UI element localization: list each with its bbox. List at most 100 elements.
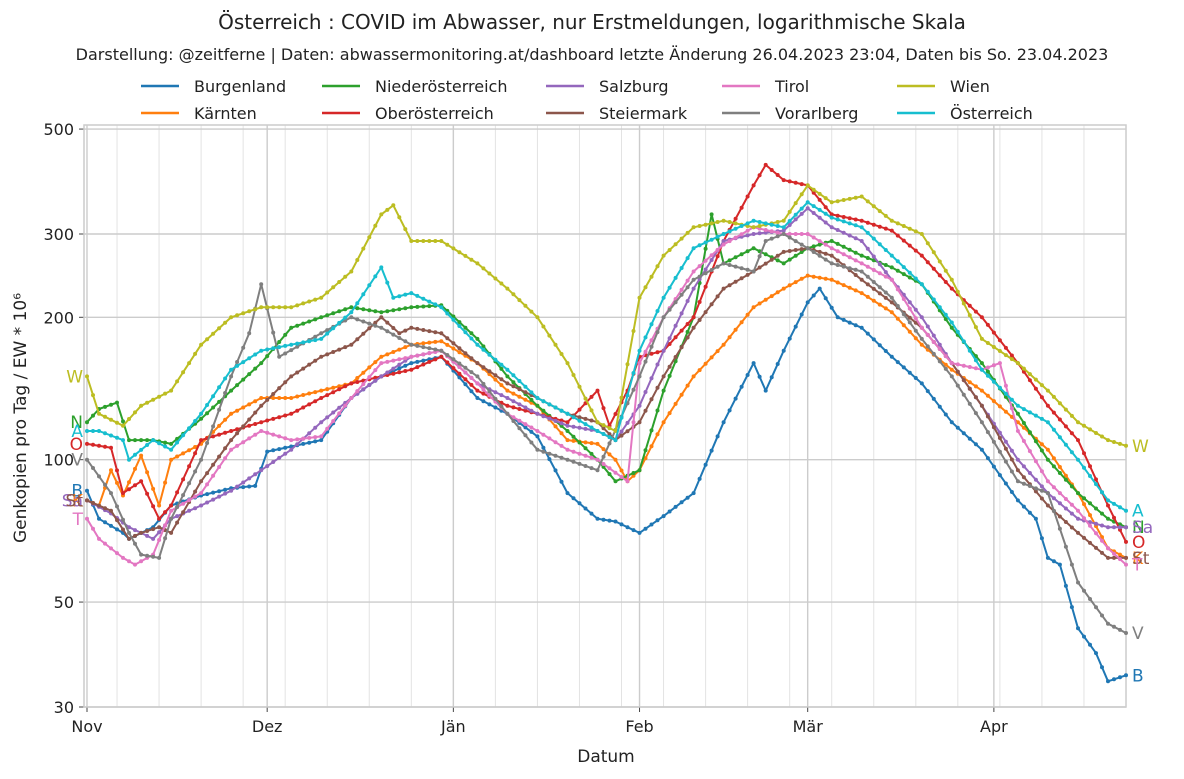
- data-point: [631, 473, 636, 478]
- data-point: [583, 446, 588, 451]
- data-point: [103, 541, 107, 546]
- data-point: [721, 218, 726, 223]
- data-point: [235, 408, 240, 413]
- data-point: [841, 219, 846, 224]
- data-point: [571, 459, 576, 464]
- data-point: [385, 329, 390, 334]
- data-point: [157, 503, 162, 508]
- data-point: [547, 402, 552, 407]
- data-point: [1015, 411, 1020, 416]
- end-label: O: [1132, 533, 1145, 553]
- data-point: [799, 206, 804, 211]
- data-point: [127, 417, 131, 421]
- data-point: [1039, 536, 1044, 541]
- data-point: [823, 242, 828, 247]
- data-point: [541, 449, 546, 454]
- data-point: [907, 320, 912, 325]
- data-point: [301, 366, 306, 371]
- data-point: [145, 553, 150, 558]
- data-point: [541, 408, 546, 413]
- data-point: [91, 466, 95, 470]
- data-point: [667, 373, 672, 378]
- data-point: [463, 365, 468, 370]
- data-point: [301, 393, 306, 397]
- data-point: [1118, 441, 1122, 446]
- data-point: [457, 371, 462, 376]
- data-point: [847, 285, 852, 290]
- data-point: [721, 420, 726, 425]
- data-point: [157, 555, 162, 560]
- data-point: [667, 285, 672, 290]
- data-point: [1033, 386, 1038, 391]
- data-point: [679, 311, 684, 316]
- data-point: [583, 396, 588, 401]
- data-point: [475, 381, 480, 386]
- data-point: [229, 367, 234, 372]
- data-point: [859, 277, 864, 282]
- data-point: [289, 438, 294, 443]
- data-point: [181, 370, 186, 375]
- data-point: [637, 348, 642, 353]
- data-point: [835, 280, 840, 285]
- legend-entry: Kärnten: [141, 104, 257, 123]
- data-point: [475, 388, 480, 393]
- data-point: [769, 168, 774, 172]
- data-point: [355, 389, 360, 394]
- data-point: [643, 408, 648, 413]
- data-point: [193, 419, 198, 423]
- data-point: [1045, 388, 1050, 393]
- data-point: [1063, 407, 1068, 412]
- data-point: [505, 396, 510, 400]
- data-point: [211, 394, 216, 399]
- data-point: [229, 411, 234, 416]
- data-point: [127, 487, 131, 492]
- data-point: [343, 345, 348, 350]
- data-point: [157, 394, 162, 399]
- data-point: [991, 330, 996, 335]
- start-label: B: [71, 482, 83, 502]
- data-point: [1057, 491, 1062, 496]
- data-point: [127, 480, 131, 485]
- data-point: [859, 325, 864, 330]
- data-point: [529, 429, 534, 434]
- data-point: [1057, 417, 1062, 422]
- data-point: [553, 468, 558, 473]
- data-point: [331, 285, 336, 290]
- end-label: B: [1132, 666, 1144, 686]
- data-point: [739, 224, 744, 228]
- series-line: [86, 233, 1127, 634]
- data-point: [907, 226, 912, 231]
- data-point: [949, 374, 954, 379]
- data-point: [685, 335, 690, 340]
- data-point: [685, 299, 690, 303]
- data-point: [883, 213, 888, 218]
- data-point: [487, 393, 492, 398]
- data-point: [403, 363, 408, 368]
- data-point: [967, 436, 972, 441]
- data-point: [787, 249, 792, 253]
- data-point: [433, 239, 438, 243]
- data-point: [649, 344, 654, 349]
- data-point: [457, 320, 462, 325]
- data-point: [535, 396, 540, 400]
- data-point: [805, 206, 810, 211]
- x-axis-label: Datum: [577, 747, 635, 767]
- data-point: [1076, 516, 1080, 521]
- data-point: [655, 385, 660, 390]
- data-point: [421, 362, 426, 367]
- data-point: [145, 529, 150, 533]
- data-point: [895, 316, 900, 321]
- data-point: [343, 384, 348, 389]
- data-point: [907, 306, 912, 311]
- data-point: [289, 325, 294, 330]
- data-point: [841, 215, 846, 219]
- data-point: [247, 476, 252, 481]
- data-point: [985, 430, 990, 435]
- data-point: [649, 338, 654, 343]
- data-point: [1082, 634, 1086, 639]
- data-point: [253, 472, 258, 477]
- data-point: [697, 224, 702, 228]
- data-point: [901, 365, 906, 370]
- data-point: [571, 415, 576, 420]
- data-point: [1057, 435, 1062, 440]
